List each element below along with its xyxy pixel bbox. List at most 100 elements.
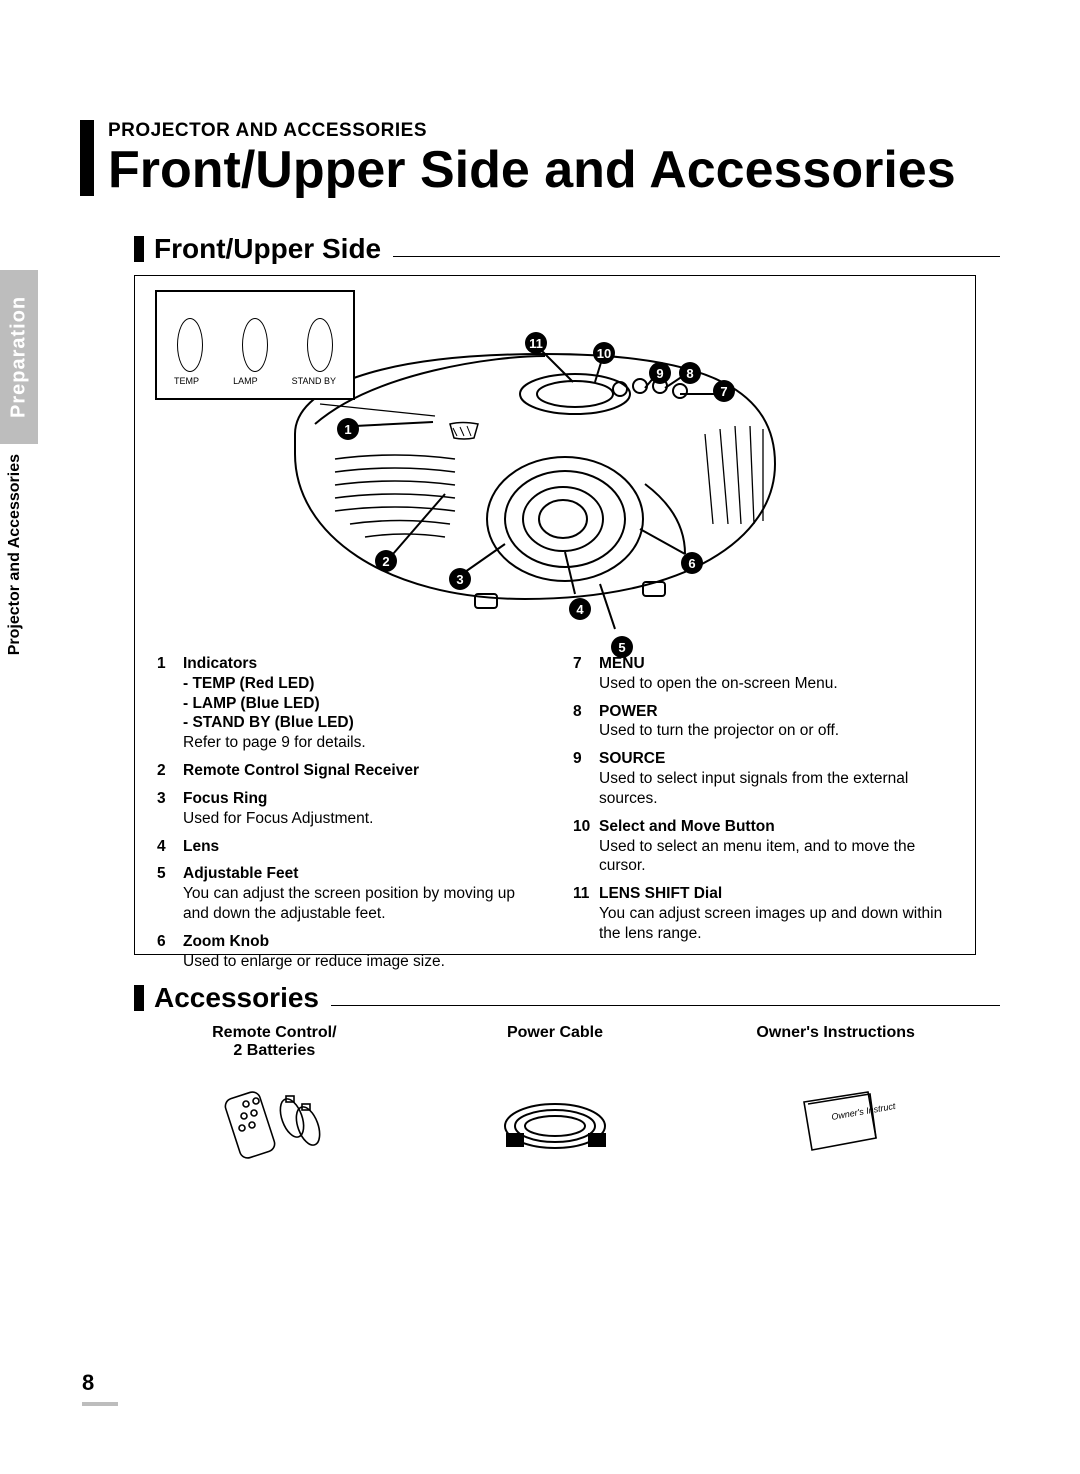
- callout-7: 7: [713, 380, 735, 402]
- desc-item-1: 1Indicators- TEMP (Red LED)- LAMP (Blue …: [157, 654, 537, 753]
- page-number: 8: [82, 1370, 94, 1395]
- temp-led-icon: [177, 318, 203, 372]
- accessories-grid: Remote Control/ 2 Batteries: [134, 1024, 976, 1169]
- callout-10: 10: [593, 342, 615, 364]
- desc-sub: Used to open the on-screen Menu.: [599, 674, 953, 694]
- desc-body: Zoom KnobUsed to enlarge or reduce image…: [183, 932, 537, 972]
- accessory-remote: Remote Control/ 2 Batteries: [134, 1024, 415, 1169]
- desc-body: MENUUsed to open the on-screen Menu.: [599, 654, 953, 694]
- section-rule: [393, 256, 1000, 257]
- desc-body: Adjustable FeetYou can adjust the screen…: [183, 864, 537, 923]
- callout-2: 2: [375, 550, 397, 572]
- remote-icon: [214, 1082, 334, 1162]
- desc-title: MENU: [599, 654, 953, 674]
- desc-item-11: 11LENS SHIFT DialYou can adjust screen i…: [573, 884, 953, 943]
- desc-title: Select and Move Button: [599, 817, 953, 837]
- description-columns: 1Indicators- TEMP (Red LED)- LAMP (Blue …: [157, 654, 953, 980]
- section-rule: [331, 1005, 1000, 1006]
- section-1-header: Front/Upper Side: [134, 232, 1000, 265]
- desc-num: 1: [157, 654, 183, 753]
- accessory-cable: Power Cable: [415, 1024, 696, 1169]
- desc-num: 5: [157, 864, 183, 923]
- desc-body: Select and Move ButtonUsed to select an …: [599, 817, 953, 876]
- desc-item-8: 8POWERUsed to turn the projector on or o…: [573, 702, 953, 742]
- desc-sub: Used to select input signals from the ex…: [599, 769, 953, 809]
- acc-name-1b: 2 Batteries: [134, 1042, 415, 1060]
- desc-item-7: 7MENUUsed to open the on-screen Menu.: [573, 654, 953, 694]
- desc-sub: Used to turn the projector on or off.: [599, 721, 953, 741]
- desc-sub: Used to select an menu item, and to move…: [599, 837, 953, 877]
- desc-title: Indicators: [183, 654, 537, 674]
- callout-1: 1: [337, 418, 359, 440]
- desc-num: 9: [573, 749, 599, 808]
- manual-icon: Owner's Instructions: [776, 1082, 896, 1162]
- callout-4: 4: [569, 598, 591, 620]
- desc-num: 8: [573, 702, 599, 742]
- desc-item-9: 9SOURCEUsed to select input signals from…: [573, 749, 953, 808]
- acc-name-1a: Remote Control/: [134, 1024, 415, 1042]
- section-bar-icon: [134, 236, 144, 262]
- desc-title: Adjustable Feet: [183, 864, 537, 884]
- desc-item-6: 6Zoom KnobUsed to enlarge or reduce imag…: [157, 932, 537, 972]
- desc-body: Indicators- TEMP (Red LED)- LAMP (Blue L…: [183, 654, 537, 753]
- desc-title: Focus Ring: [183, 789, 537, 809]
- desc-title: LENS SHIFT Dial: [599, 884, 953, 904]
- desc-item-3: 3Focus RingUsed for Focus Adjustment.: [157, 789, 537, 829]
- desc-num: 3: [157, 789, 183, 829]
- page-number-block: 8: [82, 1370, 118, 1406]
- page-title: Front/Upper Side and Accessories: [108, 144, 1000, 196]
- section-1-title: Front/Upper Side: [154, 233, 381, 265]
- desc-sub-indicator: - LAMP (Blue LED): [183, 694, 537, 714]
- desc-num: 4: [157, 837, 183, 857]
- desc-title: Remote Control Signal Receiver: [183, 761, 537, 781]
- callout-9: 9: [649, 362, 671, 384]
- header-block: PROJECTOR AND ACCESSORIES Front/Upper Si…: [80, 120, 1000, 196]
- desc-right-col: 7MENUUsed to open the on-screen Menu.8PO…: [573, 654, 953, 980]
- acc-name-3a: Owner's Instructions: [695, 1024, 976, 1042]
- desc-num: 10: [573, 817, 599, 876]
- callout-5: 5: [611, 636, 633, 658]
- desc-sub: Used for Focus Adjustment.: [183, 809, 537, 829]
- desc-sub-indicator: - TEMP (Red LED): [183, 674, 537, 694]
- side-tab-label: Preparation: [8, 296, 31, 418]
- led-label-lamp: LAMP: [233, 376, 258, 386]
- desc-title: POWER: [599, 702, 953, 722]
- led-label-temp: TEMP: [174, 376, 199, 386]
- desc-body: LENS SHIFT DialYou can adjust screen ima…: [599, 884, 953, 943]
- power-cable-icon: [485, 1082, 625, 1162]
- desc-body: POWERUsed to turn the projector on or of…: [599, 702, 953, 742]
- callout-6: 6: [681, 552, 703, 574]
- desc-body: Focus RingUsed for Focus Adjustment.: [183, 789, 537, 829]
- desc-item-10: 10Select and Move ButtonUsed to select a…: [573, 817, 953, 876]
- side-tab: Preparation: [0, 270, 38, 444]
- desc-sub: Used to enlarge or reduce image size.: [183, 952, 537, 972]
- desc-body: Lens: [183, 837, 537, 857]
- desc-num: 11: [573, 884, 599, 943]
- desc-num: 2: [157, 761, 183, 781]
- desc-sub-indicator: - STAND BY (Blue LED): [183, 713, 537, 733]
- section-2-header: Accessories: [134, 981, 1000, 1014]
- section-2-title: Accessories: [154, 982, 319, 1014]
- desc-sub: Refer to page 9 for details.: [183, 733, 537, 753]
- led-label-standby: STAND BY: [292, 376, 336, 386]
- desc-num: 7: [573, 654, 599, 694]
- accessory-manual: Owner's Instructions Owner's Instruction…: [695, 1024, 976, 1169]
- lamp-led-icon: [242, 318, 268, 372]
- desc-body: Remote Control Signal Receiver: [183, 761, 537, 781]
- diagram-frame: TEMP LAMP STAND BY: [134, 275, 976, 955]
- desc-sub: You can adjust the screen position by mo…: [183, 884, 537, 924]
- acc-name-2a: Power Cable: [415, 1024, 696, 1042]
- desc-title: Zoom Knob: [183, 932, 537, 952]
- standby-led-icon: [307, 318, 333, 372]
- desc-left-col: 1Indicators- TEMP (Red LED)- LAMP (Blue …: [157, 654, 537, 980]
- eyebrow: PROJECTOR AND ACCESSORIES: [108, 120, 1000, 142]
- callout-8: 8: [679, 362, 701, 384]
- section-bar-icon: [134, 985, 144, 1011]
- indicator-inset: TEMP LAMP STAND BY: [155, 290, 355, 400]
- page-content: PROJECTOR AND ACCESSORIES Front/Upper Si…: [80, 120, 1000, 1169]
- callout-3: 3: [449, 568, 471, 590]
- desc-body: SOURCEUsed to select input signals from …: [599, 749, 953, 808]
- desc-item-4: 4Lens: [157, 837, 537, 857]
- desc-title: SOURCE: [599, 749, 953, 769]
- page-number-bar: [82, 1402, 118, 1406]
